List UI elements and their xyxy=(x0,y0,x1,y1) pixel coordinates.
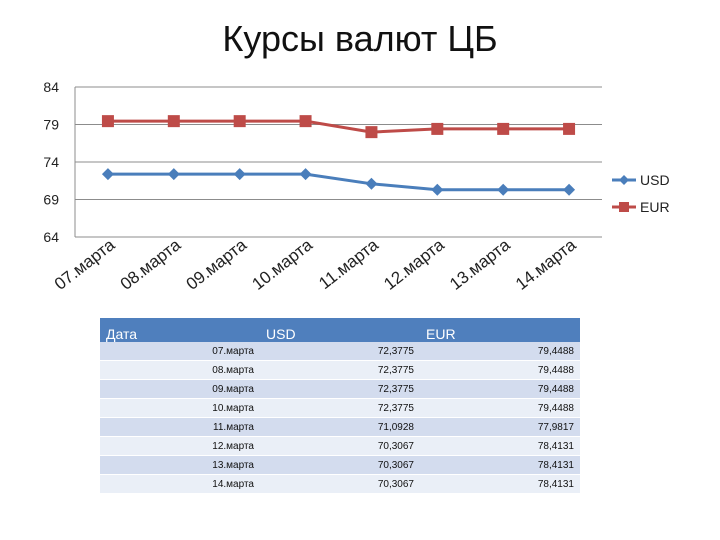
legend-label-usd: USD xyxy=(640,172,670,188)
y-tick-label: 64 xyxy=(43,229,59,245)
x-tick-label: 09.марта xyxy=(183,235,251,294)
data-point-usd xyxy=(431,183,444,196)
y-tick-label: 84 xyxy=(43,79,59,95)
legend-label-eur: EUR xyxy=(640,199,670,215)
column-header-date: Дата xyxy=(100,318,260,342)
data-point-eur xyxy=(101,115,114,128)
chart-gridlines xyxy=(74,86,602,238)
legend-marker-usd xyxy=(619,175,629,185)
exchange-rates-table: Дата USD EUR 07.марта 72,3775 79,4488 08… xyxy=(100,318,580,494)
cell-usd: 72,3775 xyxy=(260,379,420,399)
x-tick-label: 08.марта xyxy=(117,235,185,294)
cell-date: 13.марта xyxy=(100,455,260,475)
series-line-usd xyxy=(107,172,570,192)
data-point-eur xyxy=(431,122,444,135)
table-row: 12.марта 70,3067 78,4131 xyxy=(100,436,580,456)
cell-usd: 70,3067 xyxy=(260,436,420,456)
cell-eur: 79,4488 xyxy=(420,398,580,418)
cell-eur: 78,4131 xyxy=(420,474,580,494)
data-point-eur xyxy=(365,126,378,139)
line-chart: 64 69 74 79 84 07.марта08.марта09.марта10.ма… xyxy=(43,79,670,294)
cell-date: 08.марта xyxy=(100,360,260,380)
column-header-usd: USD xyxy=(260,318,420,342)
data-point-usd xyxy=(299,168,312,181)
y-tick-label: 74 xyxy=(43,154,59,170)
y-tick-label: 69 xyxy=(43,192,59,208)
cell-eur: 79,4488 xyxy=(420,342,580,361)
cell-date: 11.марта xyxy=(100,417,260,437)
x-tick-label: 10.марта xyxy=(248,235,316,294)
table-row: 11.марта 71,0928 77,9817 xyxy=(100,417,580,437)
cell-usd: 71,0928 xyxy=(260,417,420,437)
table-header-row: Дата USD EUR xyxy=(100,318,580,342)
cell-usd: 70,3067 xyxy=(260,455,420,475)
cell-eur: 78,4131 xyxy=(420,436,580,456)
y-tick-label: 79 xyxy=(43,117,59,133)
data-point-eur xyxy=(167,115,180,128)
y-axis-ticks: 64 69 74 79 84 xyxy=(43,79,59,245)
cell-eur: 79,4488 xyxy=(420,379,580,399)
x-tick-label: 12.марта xyxy=(380,235,448,294)
cell-eur: 78,4131 xyxy=(420,455,580,475)
x-tick-label: 13.марта xyxy=(446,235,514,294)
data-point-eur xyxy=(497,122,510,135)
series-line-eur xyxy=(107,119,570,134)
x-tick-label: 07.марта xyxy=(51,235,119,294)
legend-marker-eur xyxy=(619,202,629,212)
table-row: 07.марта 72,3775 79,4488 xyxy=(100,342,580,361)
data-point-eur xyxy=(299,115,312,128)
x-tick-label: 14.марта xyxy=(512,235,580,294)
cell-date: 12.марта xyxy=(100,436,260,456)
data-point-usd xyxy=(497,183,510,196)
data-point-eur xyxy=(563,122,576,135)
cell-usd: 72,3775 xyxy=(260,342,420,361)
chart-series xyxy=(101,115,576,196)
cell-eur: 77,9817 xyxy=(420,417,580,437)
x-tick-label: 11.марта xyxy=(315,235,382,293)
slide-title: Курсы валют ЦБ xyxy=(222,18,498,59)
cell-usd: 70,3067 xyxy=(260,474,420,494)
data-point-usd xyxy=(167,168,180,181)
data-point-eur xyxy=(233,115,246,128)
data-point-usd xyxy=(101,168,114,181)
cell-usd: 72,3775 xyxy=(260,398,420,418)
data-point-usd xyxy=(233,168,246,181)
table-row: 09.марта 72,3775 79,4488 xyxy=(100,379,580,399)
table-row: 10.марта 72,3775 79,4488 xyxy=(100,398,580,418)
data-point-usd xyxy=(563,183,576,196)
table-row: 13.марта 70,3067 78,4131 xyxy=(100,455,580,475)
cell-date: 07.марта xyxy=(100,342,260,361)
cell-eur: 79,4488 xyxy=(420,360,580,380)
cell-date: 14.марта xyxy=(100,474,260,494)
chart-legend: USD EUR xyxy=(612,172,670,215)
table-row: 14.марта 70,3067 78,4131 xyxy=(100,474,580,494)
cell-date: 10.марта xyxy=(100,398,260,418)
data-point-usd xyxy=(365,177,378,190)
cell-usd: 72,3775 xyxy=(260,360,420,380)
cell-date: 09.марта xyxy=(100,379,260,399)
table-row: 08.марта 72,3775 79,4488 xyxy=(100,360,580,380)
column-header-eur: EUR xyxy=(420,318,580,342)
